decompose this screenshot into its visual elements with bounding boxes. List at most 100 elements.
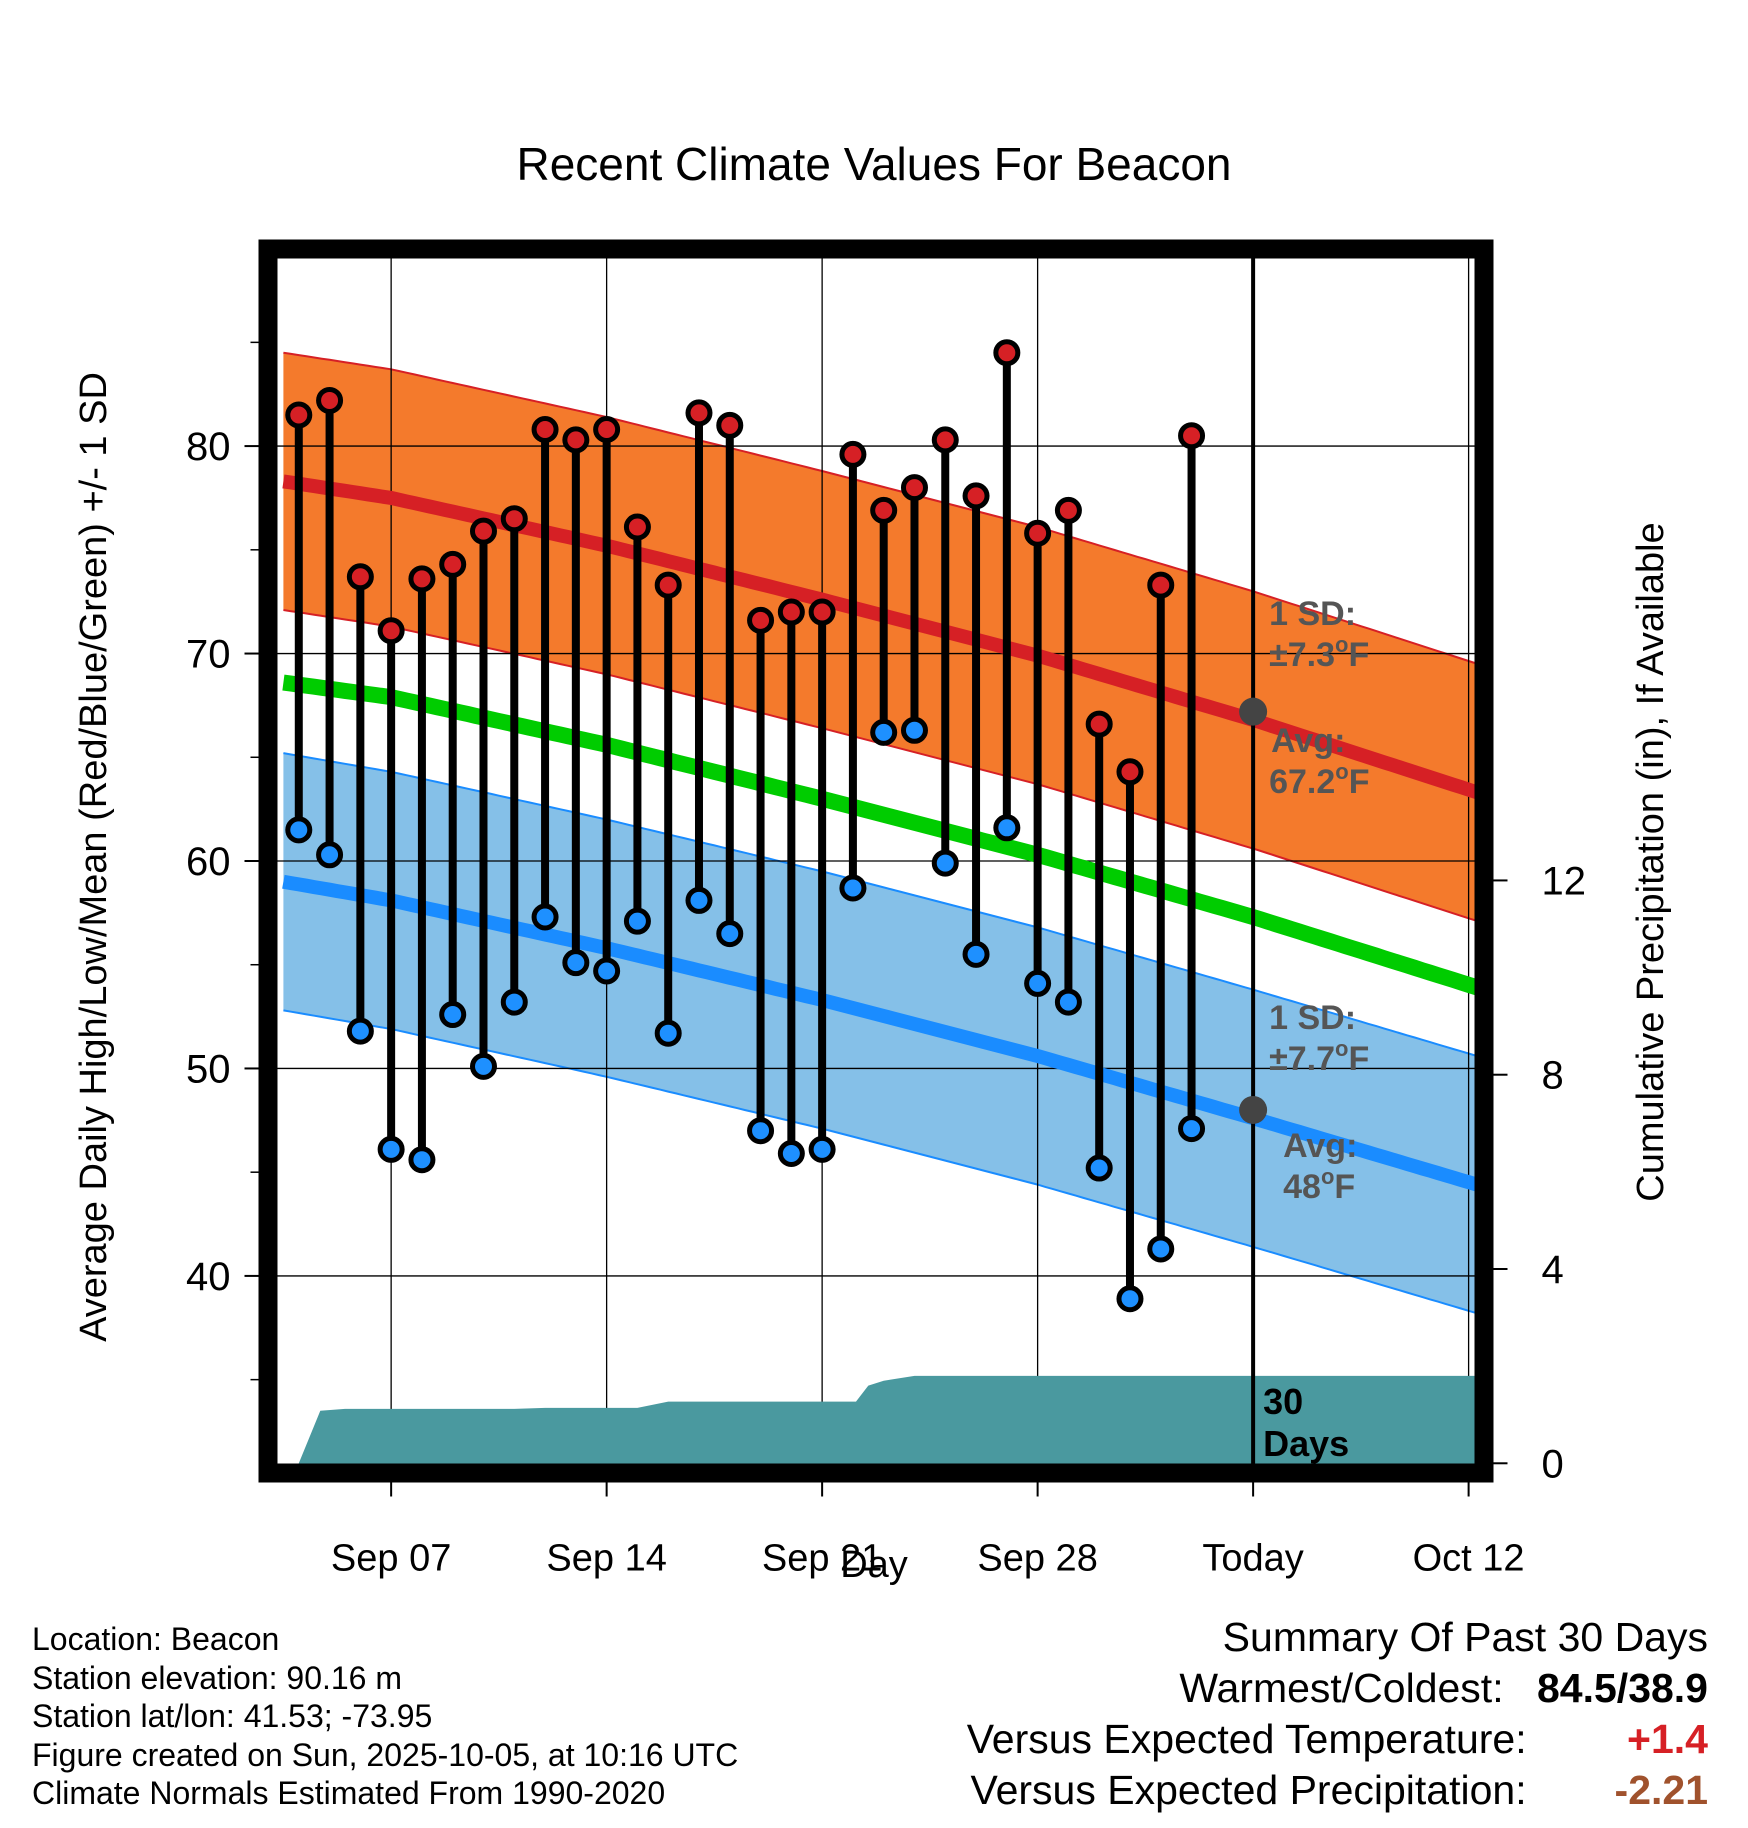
high-temp-point xyxy=(808,598,836,626)
day-observation xyxy=(900,474,928,744)
created-text: Figure created on Sun, 2025-10-05, at 10… xyxy=(32,1736,739,1773)
high-temp-point xyxy=(685,399,713,427)
high-sd-label: 1 SD: xyxy=(1269,595,1356,633)
high-temp-point xyxy=(1085,710,1113,738)
high-temp-point xyxy=(469,517,497,545)
high-temp-point xyxy=(593,415,621,443)
day-observation xyxy=(870,496,898,746)
low-temp-point xyxy=(716,920,744,948)
day-observation xyxy=(285,401,313,844)
precip-anomaly-row: Versus Expected Precipitation: -2.21 xyxy=(967,1765,1709,1816)
high-temp-point xyxy=(1116,758,1144,786)
high-temp-point xyxy=(377,617,405,645)
x-tick-label: Today xyxy=(1202,1538,1303,1580)
normals-text: Climate Normals Estimated From 1990-2020 xyxy=(32,1775,666,1811)
y-tick-label: 80 xyxy=(186,425,231,469)
day-observation xyxy=(469,517,497,1080)
day-observation xyxy=(962,482,990,968)
low-temp-point xyxy=(747,1117,775,1145)
high-temp-point xyxy=(654,571,682,599)
latlon-text: Station lat/lon: 41.53; -73.95 xyxy=(32,1698,433,1734)
x-axis-label: Day xyxy=(840,1544,908,1586)
day-observation xyxy=(346,563,374,1045)
today-low-avg-marker xyxy=(1239,1095,1268,1124)
high-temp-point xyxy=(1054,496,1082,524)
low-temp-point xyxy=(439,1001,467,1029)
high-temp-point xyxy=(562,426,590,454)
high-temp-point xyxy=(500,505,528,533)
high-temp-point xyxy=(777,598,805,626)
low-temp-point xyxy=(654,1019,682,1047)
high-temp-point xyxy=(285,401,313,429)
warmest-coldest-row: Warmest/Coldest: 84.5/38.9 xyxy=(967,1663,1708,1714)
high-temp-point xyxy=(931,426,959,454)
day-observation xyxy=(562,426,590,977)
temp-anomaly-row: Versus Expected Temperature: +1.4 xyxy=(967,1714,1708,1765)
y-tick-label: 60 xyxy=(186,840,231,884)
y-axis-label: Average Daily High/Low/Mean (Red/Blue/Gr… xyxy=(73,372,115,1342)
y-tick-label: 40 xyxy=(186,1255,231,1299)
precip-anomaly-value: -2.21 xyxy=(1614,1767,1708,1813)
high-avg-value: 67.2oF xyxy=(1269,759,1369,801)
high-temp-point xyxy=(531,415,559,443)
day-observation xyxy=(931,426,959,877)
y-tick-label: 50 xyxy=(186,1047,231,1091)
low-temp-point xyxy=(500,988,528,1016)
high-temp-point xyxy=(962,482,990,510)
high-temp-point xyxy=(439,550,467,578)
temp-anomaly-label: Versus Expected Temperature: xyxy=(966,1716,1527,1762)
low-temp-point xyxy=(285,816,313,844)
low-sd-value: ±7.7oF xyxy=(1269,1036,1369,1078)
high-avg-label: Avg: xyxy=(1271,722,1345,760)
low-temp-point xyxy=(1147,1235,1175,1263)
x-tick-label: Sep 07 xyxy=(331,1538,451,1580)
temp-anomaly-value: +1.4 xyxy=(1627,1716,1708,1762)
day-observation xyxy=(377,617,405,1163)
low-temp-point xyxy=(469,1052,497,1080)
low-temp-point xyxy=(316,841,344,869)
low-temp-point xyxy=(839,874,867,902)
x-tick-label: Sep 21 xyxy=(762,1538,882,1580)
day-observation xyxy=(808,598,836,1163)
day-observation xyxy=(839,440,867,902)
day-observation xyxy=(777,598,805,1168)
low-temp-point xyxy=(777,1140,805,1168)
x-tick-label: Sep 14 xyxy=(546,1538,666,1580)
low-temp-point xyxy=(1085,1154,1113,1182)
day-observation xyxy=(716,411,744,948)
high-temp-point xyxy=(1147,571,1175,599)
low-temp-point xyxy=(1116,1285,1144,1313)
low-temp-point xyxy=(531,903,559,931)
y-tick-label: 70 xyxy=(186,633,231,677)
low-temp-point xyxy=(346,1017,374,1045)
low-sd-band-fill xyxy=(283,753,1484,1316)
day-observation xyxy=(623,513,651,935)
low-temp-point xyxy=(377,1135,405,1163)
high-temp-point xyxy=(1024,519,1052,547)
day-observation xyxy=(685,399,713,914)
location-text: Location: Beacon xyxy=(32,1621,280,1657)
high-temp-point xyxy=(870,496,898,524)
high-temp-point xyxy=(408,565,436,593)
day-observation xyxy=(1178,422,1206,1143)
x-tick-label: Sep 28 xyxy=(977,1538,1097,1580)
today-high-avg-marker xyxy=(1239,697,1268,726)
axes: Sep 07 Sep 14 Sep 21 Sep 28 Today Oct 1240506… xyxy=(186,341,1586,1580)
precip-area xyxy=(298,1375,1484,1473)
station-info: Location: Beacon Station elevation: 90.1… xyxy=(32,1620,738,1813)
day-observation xyxy=(1054,496,1082,1016)
day-observation xyxy=(439,550,467,1029)
chart-title: Recent Climate Values For Beacon xyxy=(516,138,1231,190)
low-temp-point xyxy=(962,940,990,968)
day-observation xyxy=(1085,710,1113,1182)
high-temp-point xyxy=(316,386,344,414)
warmest-coldest-label: Warmest/Coldest: xyxy=(1179,1665,1504,1711)
y2-tick-label: 8 xyxy=(1542,1054,1564,1098)
plot-border xyxy=(258,239,1494,1483)
low-temp-point xyxy=(900,716,928,744)
precip-days-number: 30 xyxy=(1263,1381,1303,1422)
day-observation xyxy=(408,565,436,1174)
day-observation xyxy=(1024,519,1052,997)
low-temp-point xyxy=(993,814,1021,842)
